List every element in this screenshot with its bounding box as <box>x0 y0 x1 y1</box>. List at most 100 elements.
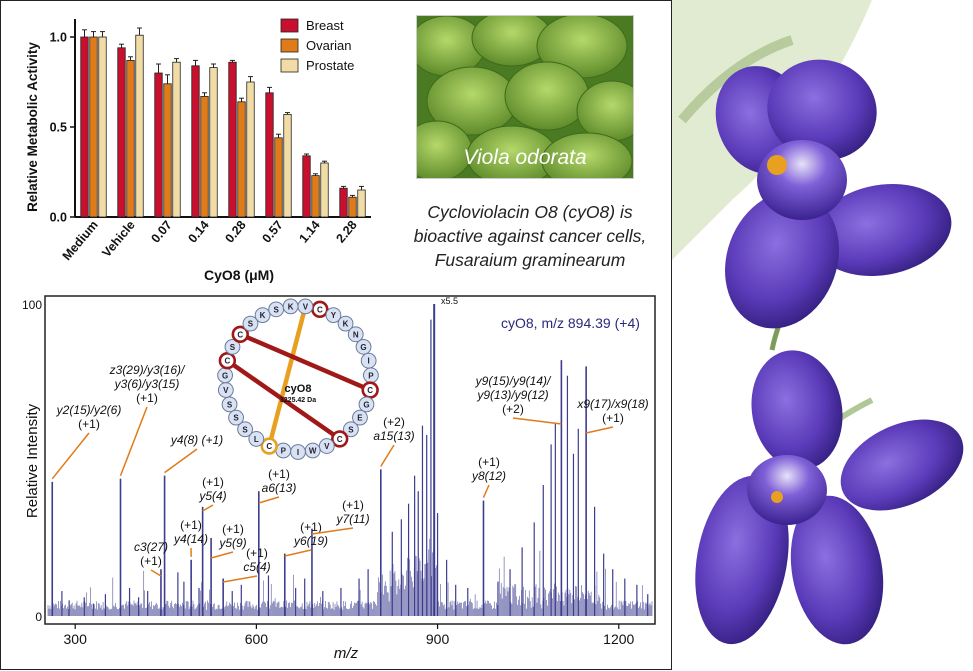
peak-label: y5(9) <box>218 536 246 550</box>
bar-chart-xlabel: CyO8 (μM) <box>204 267 274 283</box>
residue-label: N <box>353 330 359 339</box>
bar <box>201 96 209 217</box>
bar-x-tick-label: 1.14 <box>296 218 322 246</box>
legend-swatch <box>281 59 298 72</box>
spectrum-title: cyO8, m/z 894.39 (+4) <box>501 315 640 331</box>
residue-label: S <box>273 305 279 314</box>
peak-label: (+1) <box>342 498 364 512</box>
bar-x-tick-label: 2.28 <box>333 218 359 246</box>
bar <box>266 93 274 217</box>
residue-label: S <box>227 400 233 409</box>
bar <box>118 48 126 217</box>
peak-label: (+2) <box>383 415 405 429</box>
residue-label: I <box>368 357 370 366</box>
spec-x-tick-label: 300 <box>64 631 88 647</box>
residue-label: W <box>309 447 317 456</box>
residue-label: P <box>368 371 374 380</box>
peak-label: (+1) <box>136 391 158 405</box>
residue-label: P <box>281 447 287 456</box>
residue-label: S <box>248 320 254 329</box>
residue-label: C <box>237 330 243 339</box>
bar <box>303 156 311 217</box>
peak-label: y4(8) (+1) <box>170 433 223 447</box>
bar <box>99 37 107 217</box>
peak-label: a15(13) <box>373 429 414 443</box>
bar <box>247 82 255 217</box>
peak-label: y7(11) <box>335 512 369 526</box>
bar <box>81 37 89 217</box>
bar-chart: Relative Metabolic Activity 0.00.51.0 Me… <box>1 1 401 286</box>
residue-label: S <box>242 425 248 434</box>
peak-label: y2(15)/y2(6) <box>56 403 122 417</box>
bar-x-tick-label: 0.07 <box>148 218 174 246</box>
bar <box>155 73 163 217</box>
legend-swatch <box>281 39 298 52</box>
peak-label: y4(14) <box>173 532 208 546</box>
legend-label: Breast <box>306 18 344 33</box>
description-line: Cycloviolacin O8 (cyO8) is <box>406 200 654 224</box>
bar-y-tick-label: 0.0 <box>50 211 67 225</box>
residue-label: C <box>317 305 323 314</box>
residue-label: S <box>230 343 236 352</box>
spec-x-tick-label: 900 <box>426 631 450 647</box>
peak-label: y3(6)/y3(15) <box>114 377 180 391</box>
bar <box>312 176 320 217</box>
bar <box>229 62 237 217</box>
residue-label: S <box>233 414 239 423</box>
residue-label: S <box>348 425 354 434</box>
peak-label: (+1) <box>246 546 268 560</box>
residue-label: K <box>343 320 349 329</box>
peak-label: y8(12) <box>471 469 506 483</box>
bar-x-tick-label: Vehicle <box>99 218 137 260</box>
spec-y-tick-label: 100 <box>22 298 42 312</box>
residue-label: G <box>363 400 369 409</box>
spec-x-tick-label: 1200 <box>603 631 634 647</box>
description-line: bioactive against cancer cells, <box>406 224 654 248</box>
viola-odorata-photo: Viola odorata <box>416 15 634 179</box>
residue-label: K <box>260 311 266 320</box>
spectrum-plot-frame <box>45 296 655 624</box>
bar-x-tick-label: 0.28 <box>222 218 248 246</box>
bar <box>90 37 98 217</box>
bar-y-tick-label: 1.0 <box>50 31 67 45</box>
peak-label: (+1) <box>478 455 500 469</box>
spectrum-xlabel: m/z <box>334 645 359 662</box>
peptide-mass: 3225.42 Da <box>280 397 316 404</box>
residue-label: G <box>360 343 366 352</box>
bar <box>275 138 283 217</box>
bar-chart-ylabel: Relative Metabolic Activity <box>25 42 40 212</box>
residue-label: C <box>224 357 230 366</box>
legend-swatch <box>281 19 298 32</box>
spectrum-ylabel: Relative Intensity <box>24 403 41 518</box>
flowers-image <box>672 0 973 670</box>
spectrum-zoom-label: x5.5 <box>441 296 458 306</box>
peak-label: a6(13) <box>262 481 297 495</box>
peak-label: c5(4) <box>243 560 270 574</box>
bar <box>358 190 366 217</box>
spec-x-tick-label: 600 <box>245 631 269 647</box>
peak-label: (+1) <box>78 417 100 431</box>
bar <box>321 163 329 217</box>
peak-label: c3(27) <box>134 540 168 554</box>
residue-label: L <box>254 435 259 444</box>
residue-label: C <box>266 442 272 451</box>
residue-label: I <box>297 448 299 457</box>
peak-label: (+1) <box>222 522 244 536</box>
peak-label: y5(4) <box>198 489 226 503</box>
peak-label: y9(15)/y9(14)/ <box>475 374 552 388</box>
peptide-name: cyO8 <box>285 383 312 395</box>
bar <box>136 35 144 217</box>
photo-caption: Viola odorata <box>417 146 633 170</box>
bar <box>340 188 348 217</box>
peak-label: (+1) <box>300 520 322 534</box>
description-line: Fusaraium graminearum <box>406 248 654 272</box>
bar <box>192 66 200 217</box>
legend-label: Ovarian <box>306 38 352 53</box>
residue-label: V <box>303 302 309 311</box>
residue-label: E <box>357 414 363 423</box>
peak-label: (+1) <box>140 554 162 568</box>
bar-x-tick-label: 0.57 <box>259 218 285 246</box>
mass-spectrum: Relative Intensity y2(15)/y2(6)(+1)z3(29… <box>1 286 671 671</box>
bar <box>210 68 218 217</box>
